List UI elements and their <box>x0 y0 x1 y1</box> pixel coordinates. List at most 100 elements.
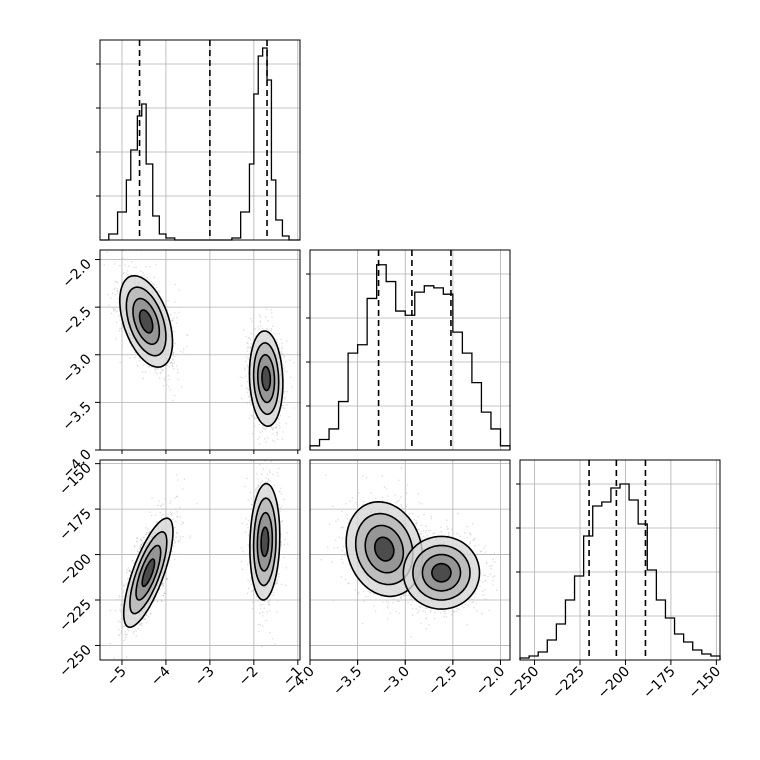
sample-point <box>168 378 171 381</box>
sample-point <box>290 385 293 388</box>
sample-point <box>255 596 258 598</box>
sample-point <box>250 498 253 500</box>
sample-point <box>118 330 121 332</box>
sample-point <box>118 628 120 631</box>
sample-point <box>145 533 147 536</box>
sample-point <box>278 424 280 427</box>
sample-point <box>282 406 284 409</box>
sample-point <box>272 433 274 435</box>
sample-point <box>257 599 259 602</box>
sample-point <box>271 439 274 442</box>
sample-point <box>244 368 246 371</box>
sample-point <box>127 567 129 569</box>
sample-point <box>253 425 256 428</box>
sample-point <box>165 578 168 580</box>
sample-point <box>159 372 162 375</box>
sample-point <box>246 402 249 404</box>
sample-point <box>125 656 128 658</box>
sample-point <box>246 365 249 368</box>
sample-point <box>240 547 243 549</box>
sample-point <box>117 315 120 317</box>
sample-point <box>112 309 115 312</box>
sample-point <box>286 370 288 373</box>
sample-point <box>260 482 262 484</box>
sample-point <box>133 545 136 547</box>
sample-point <box>257 484 260 486</box>
sample-point <box>257 623 260 626</box>
sample-point <box>253 490 255 492</box>
sample-point <box>174 497 176 499</box>
sample-point <box>128 265 130 267</box>
sample-point <box>246 523 248 526</box>
sample-point <box>189 536 191 539</box>
sample-point <box>288 359 291 361</box>
sample-point <box>261 327 264 330</box>
sample-point <box>261 603 263 606</box>
sample-point <box>126 633 128 636</box>
sample-point <box>145 265 147 268</box>
sample-point <box>165 515 167 517</box>
sample-point <box>139 547 141 550</box>
sample-point <box>116 321 118 324</box>
sample-point <box>272 473 274 476</box>
sample-point <box>284 584 287 587</box>
sample-point <box>280 350 283 353</box>
sample-point <box>247 357 249 360</box>
sample-point <box>270 434 272 436</box>
sample-point <box>263 474 265 476</box>
sample-point <box>122 625 124 628</box>
sample-point <box>178 539 180 542</box>
sample-point <box>267 319 269 322</box>
sample-point <box>161 514 163 516</box>
sample-point <box>171 320 174 322</box>
histogram-panel-p0 <box>96 39 301 241</box>
sample-point <box>254 418 256 420</box>
sample-point <box>251 415 254 417</box>
sample-point <box>179 516 181 518</box>
sample-point <box>250 403 252 406</box>
sample-point <box>293 407 295 409</box>
sample-point <box>280 583 283 586</box>
sample-point <box>140 624 142 626</box>
sample-point <box>114 337 117 340</box>
sample-point <box>119 608 121 611</box>
sample-point <box>293 361 295 364</box>
sample-point <box>174 283 177 286</box>
sample-point <box>282 354 285 357</box>
sample-point <box>119 604 122 606</box>
scatter-panel-p0-p2 <box>99 434 301 661</box>
contour-line-0-2 <box>132 297 161 346</box>
panel-frame <box>99 39 301 241</box>
sample-point <box>172 355 174 357</box>
sample-point <box>244 367 246 369</box>
sample-point <box>119 327 121 330</box>
sample-point <box>146 528 149 530</box>
contour-line-1-3 <box>261 365 272 392</box>
sample-point <box>167 374 170 377</box>
sample-point <box>276 578 278 581</box>
sample-point <box>196 502 198 505</box>
sample-point <box>137 550 139 553</box>
sample-point <box>153 368 156 370</box>
sample-point <box>162 508 164 510</box>
sample-point <box>180 523 183 526</box>
sample-point <box>272 591 275 594</box>
sample-point <box>160 368 162 370</box>
sample-point <box>282 404 284 407</box>
sample-point <box>179 537 182 540</box>
panel-body <box>109 434 289 660</box>
sample-point <box>171 358 174 360</box>
sample-point <box>161 583 163 585</box>
sample-point <box>241 376 244 379</box>
sample-point <box>126 269 129 272</box>
sample-point <box>180 386 183 388</box>
sample-point <box>151 497 153 500</box>
sample-point <box>173 526 176 529</box>
sample-point <box>171 512 173 514</box>
sample-point <box>155 286 158 289</box>
sample-point <box>140 623 143 625</box>
sample-point <box>278 467 280 470</box>
sample-point <box>120 630 123 632</box>
sample-point <box>109 609 112 612</box>
sample-point <box>174 355 176 358</box>
